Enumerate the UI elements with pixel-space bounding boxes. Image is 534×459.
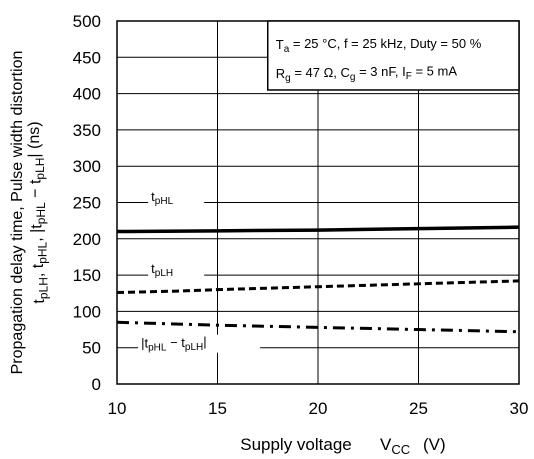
x-axis-unit: (V) <box>423 435 446 454</box>
x-tick-label: 30 <box>510 399 529 418</box>
x-tick-label: 15 <box>208 399 227 418</box>
y-tick-label: 200 <box>73 230 101 249</box>
series-label: |tpHL − tpLH| <box>141 334 207 354</box>
y-tick-label: 500 <box>73 12 101 31</box>
series-label-bg <box>148 188 205 207</box>
series-labels: tpHL tpLH |tpHL − tpLH| <box>138 188 261 354</box>
y-tick-label: 50 <box>82 339 101 358</box>
y-tick-label: 300 <box>73 157 101 176</box>
series-line-dashed <box>116 279 520 295</box>
series-line-dashdot <box>116 320 520 334</box>
conditions-box: Ta = 25 °C, f = 25 kHz, Duty = 50 % Rg = … <box>267 20 520 91</box>
series-label: tpLH <box>151 261 173 279</box>
y-tick-label: 400 <box>73 85 101 104</box>
y-tick-label: 250 <box>73 194 101 213</box>
y-tick-label: 100 <box>73 302 101 321</box>
x-axis-symbol: VCC <box>380 435 410 457</box>
series-line-solid <box>116 225 520 234</box>
x-axis-title: Supply voltage <box>240 435 352 454</box>
conditions-line-2: Rg = 47 Ω, Cg = 3 nF, IF = 5 mA <box>276 63 458 84</box>
conditions-frame <box>267 20 520 91</box>
y-tick-label: 0 <box>92 375 101 394</box>
y-tick-label: 350 <box>73 121 101 140</box>
tick-labels: 0 50 100 150 200 250 300 350 400 450 500 10 15 20 25 30 <box>73 12 529 418</box>
axis-labels: Supply voltage VCC (V) Propagation delay ti… <box>9 51 446 457</box>
y-axis-title-line-2: tpLH, tpHL, |tpHL − tpLH| (ns) <box>26 121 50 303</box>
series-label-bg <box>148 259 205 278</box>
x-tick-label: 20 <box>309 399 328 418</box>
series-label-bg <box>138 334 261 353</box>
y-tick-label: 150 <box>73 266 101 285</box>
y-axis-title-line-1: Propagation delay time, Pulse width dist… <box>9 51 26 375</box>
series-label: tpHL <box>151 189 173 207</box>
conditions-line-1: Ta = 25 °C, f = 25 kHz, Duty = 50 % <box>276 36 482 55</box>
x-tick-label: 25 <box>409 399 428 418</box>
series-layer <box>116 225 520 334</box>
y-tick-label: 450 <box>73 48 101 67</box>
x-tick-label: 10 <box>108 399 127 418</box>
